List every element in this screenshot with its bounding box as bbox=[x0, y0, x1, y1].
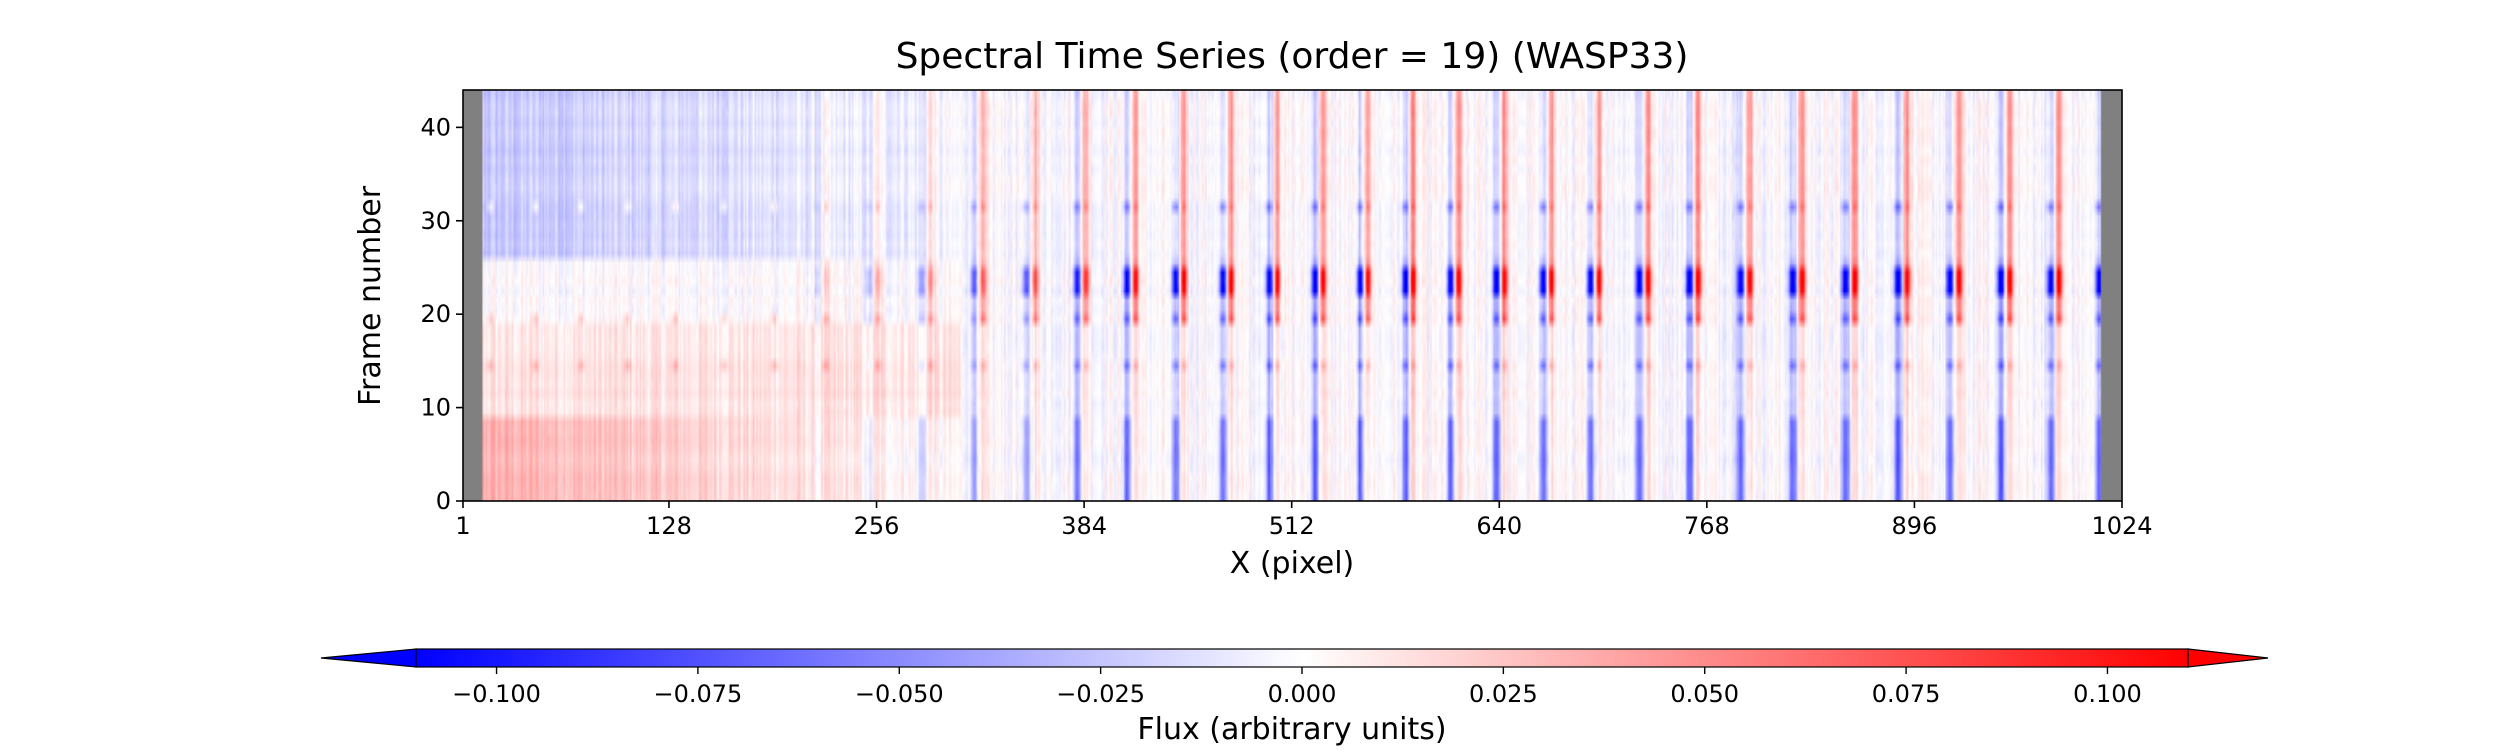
colorbar-tick-label: −0.075 bbox=[653, 680, 742, 708]
heatmap-image bbox=[463, 90, 2122, 501]
chart-title: Spectral Time Series (order = 19) (WASP3… bbox=[896, 36, 1689, 77]
y-tick-label: 0 bbox=[436, 487, 451, 515]
colorbar-tick-label: −0.025 bbox=[1056, 680, 1145, 708]
colorbar-tick-label: 0.050 bbox=[1670, 680, 1739, 708]
y-tick-label: 20 bbox=[420, 300, 451, 328]
x-tick-label: 1 bbox=[455, 512, 470, 540]
y-axis-label: Frame number bbox=[353, 185, 388, 406]
x-tick-label: 128 bbox=[646, 512, 692, 540]
heatmap-plot-area bbox=[462, 89, 2123, 502]
x-tick-label: 768 bbox=[1684, 512, 1730, 540]
colorbar-tick-label: 0.075 bbox=[1872, 680, 1941, 708]
x-tick-label: 640 bbox=[1476, 512, 1522, 540]
plot-frame bbox=[462, 89, 2123, 502]
y-axis-ticks: 0 10 20 30 40 bbox=[420, 113, 463, 515]
x-tick-label: 896 bbox=[1892, 512, 1938, 540]
y-tick-label: 40 bbox=[420, 113, 451, 141]
x-tick-label: 1024 bbox=[2091, 512, 2152, 540]
colorbar-tick-label: 0.025 bbox=[1469, 680, 1538, 708]
colorbar-body bbox=[415, 648, 2189, 668]
x-tick-label: 384 bbox=[1061, 512, 1107, 540]
x-axis-ticks: 1 128 256 384 512 640 768 896 1024 bbox=[455, 501, 2153, 540]
colorbar-tick-label: 0.100 bbox=[2073, 680, 2142, 708]
colorbar-extend-right bbox=[2187, 648, 2269, 668]
x-axis-label: X (pixel) bbox=[1230, 546, 1355, 581]
x-tick-label: 512 bbox=[1269, 512, 1315, 540]
x-tick-label: 256 bbox=[854, 512, 900, 540]
colorbar-tick-label: −0.100 bbox=[452, 680, 541, 708]
colorbar: −0.100 −0.075 −0.050 −0.025 0.000 0.025 0.050 0… bbox=[320, 648, 2269, 747]
colorbar-label: Flux (arbitrary units) bbox=[1137, 712, 1446, 747]
y-tick-label: 30 bbox=[420, 207, 451, 235]
colorbar-tick-label: −0.050 bbox=[855, 680, 944, 708]
y-tick-label: 10 bbox=[420, 394, 451, 422]
colorbar-extend-left bbox=[320, 648, 417, 668]
colorbar-ticks: −0.100 −0.075 −0.050 −0.025 0.000 0.025 0.050 0… bbox=[452, 667, 2142, 708]
colorbar-tick-label: 0.000 bbox=[1268, 680, 1337, 708]
